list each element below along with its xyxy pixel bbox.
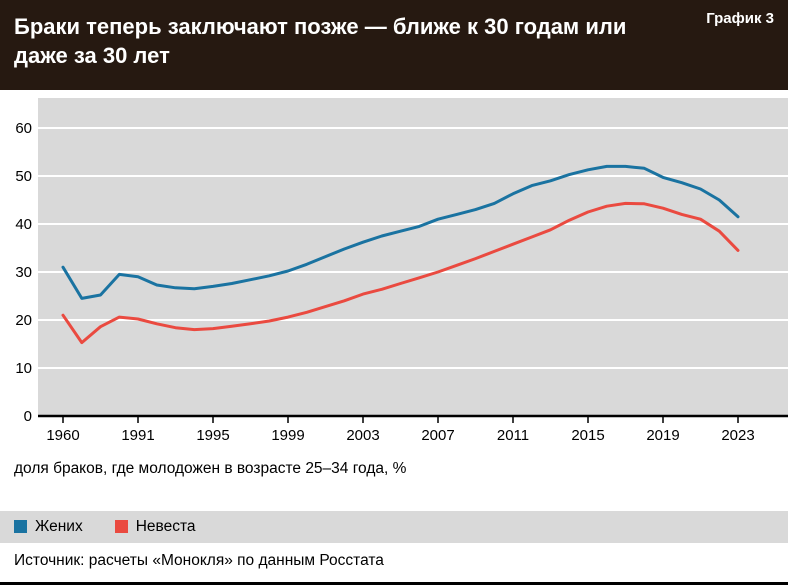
bottom-rule	[0, 582, 788, 585]
chart-header: Браки теперь заключают позже — ближе к 3…	[0, 0, 788, 90]
svg-text:1991: 1991	[121, 427, 154, 444]
svg-text:30: 30	[15, 264, 32, 281]
svg-text:2007: 2007	[421, 427, 454, 444]
legend: Жених Невеста	[0, 510, 788, 543]
svg-text:2011: 2011	[497, 427, 529, 444]
groom-swatch-icon	[14, 520, 27, 534]
x-axis-labels: 1960 1991 1995 1999 2003 2007 2011 2015 2019 2023	[46, 417, 755, 444]
legend-label-bride: Невеста	[135, 517, 196, 535]
svg-text:2015: 2015	[571, 427, 604, 444]
line-chart-canvas: 0 10 20 30 40 50 60 1960 1991 1995 1999 2003 2007 201…	[15, 98, 788, 444]
svg-text:2023: 2023	[721, 427, 754, 444]
svg-text:1995: 1995	[196, 427, 229, 444]
spacer	[0, 570, 788, 582]
chart-number-badge: График 3	[706, 10, 774, 27]
bride-swatch-icon	[114, 520, 128, 534]
svg-text:2019: 2019	[646, 427, 679, 444]
legend-item-groom: Жених	[14, 518, 83, 536]
source-line: Источник: расчеты «Монокля» по данным Ро…	[14, 551, 384, 569]
axis-caption: доля браков, где молодожен в возрасте 25…	[14, 460, 407, 477]
svg-text:20: 20	[15, 312, 32, 329]
y-axis-labels: 0 10 20 30 40 50 60	[15, 120, 32, 425]
svg-text:50: 50	[15, 168, 32, 185]
chart-area: 0 10 20 30 40 50 60 1960 1991 1995 1999 2003 2007 201…	[0, 98, 788, 446]
svg-text:60: 60	[15, 120, 32, 137]
svg-text:10: 10	[15, 360, 32, 377]
svg-text:2003: 2003	[346, 427, 379, 444]
svg-text:1999: 1999	[271, 427, 304, 444]
series-line-1	[61, 201, 740, 345]
svg-text:40: 40	[15, 216, 32, 233]
series-line-0	[61, 164, 740, 300]
legend-label-groom: Жених	[35, 517, 83, 535]
svg-text:0: 0	[24, 408, 32, 425]
gridlines	[38, 127, 788, 369]
page-title: Браки теперь заключают позже — ближе к 3…	[14, 14, 627, 69]
plot-area	[38, 98, 788, 416]
legend-item-bride: Невеста	[114, 517, 196, 536]
svg-text:1960: 1960	[46, 427, 79, 444]
